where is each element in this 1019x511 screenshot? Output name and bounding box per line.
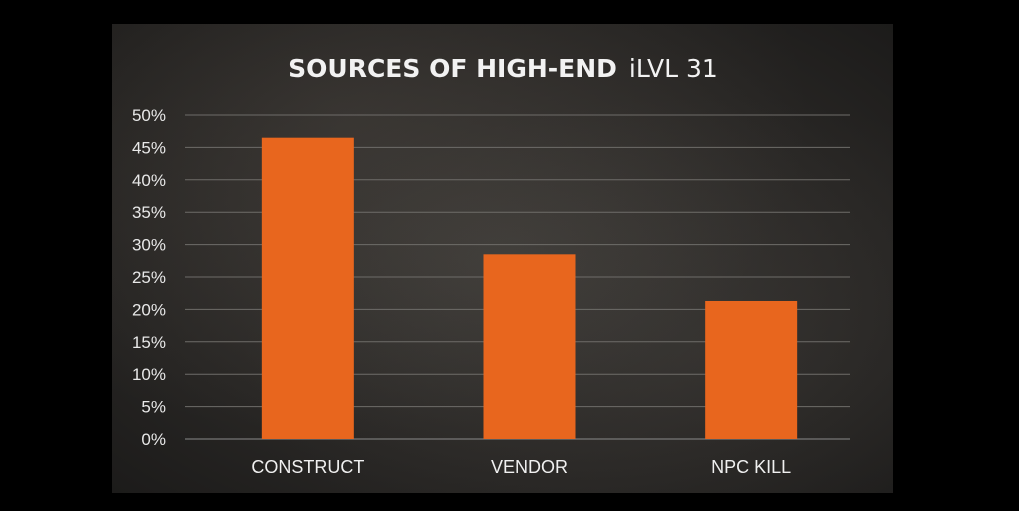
x-category-label: CONSTRUCT bbox=[251, 457, 364, 477]
y-tick-label: 25% bbox=[132, 268, 166, 287]
bar-vendor bbox=[483, 254, 576, 439]
y-axis-ticks: 0% 5% 10% 15% 20% 25% 30% 35% 40% 45% 50% bbox=[132, 106, 166, 449]
chart-title-bold: SOURCES OF HIGH-END bbox=[288, 54, 617, 83]
y-tick-label: 20% bbox=[132, 300, 166, 319]
y-tick-label: 5% bbox=[141, 398, 166, 417]
y-tick-label: 35% bbox=[132, 203, 166, 222]
y-tick-label: 30% bbox=[132, 236, 166, 255]
y-tick-label: 10% bbox=[132, 365, 166, 384]
x-axis-labels: CONSTRUCT VENDOR NPC KILL bbox=[251, 457, 791, 477]
y-tick-label: 45% bbox=[132, 138, 166, 157]
x-category-label: VENDOR bbox=[491, 457, 568, 477]
y-tick-label: 15% bbox=[132, 333, 166, 352]
bar-construct bbox=[261, 137, 354, 439]
y-tick-label: 0% bbox=[141, 430, 166, 449]
bar-npc-kill bbox=[705, 300, 798, 439]
bars bbox=[261, 137, 798, 439]
chart-title-light: iLVL 31 bbox=[629, 54, 718, 83]
y-tick-label: 40% bbox=[132, 171, 166, 190]
y-tick-label: 50% bbox=[132, 106, 166, 125]
chart-title: SOURCES OF HIGH-END iLVL 31 bbox=[288, 54, 718, 83]
x-category-label: NPC KILL bbox=[711, 457, 791, 477]
